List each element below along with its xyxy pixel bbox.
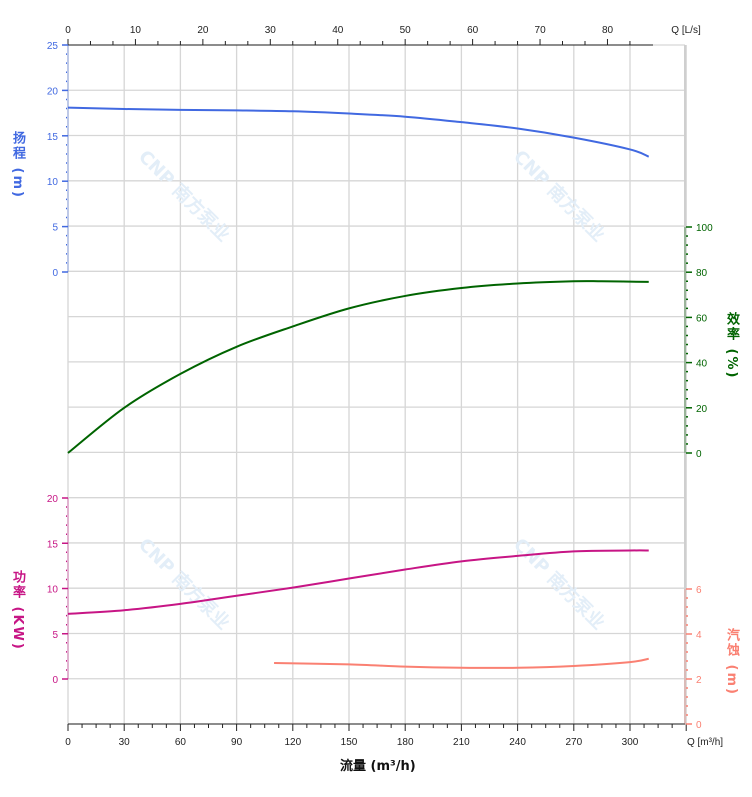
head-tick-label: 20	[47, 86, 59, 97]
x-top-tick-label: 0	[65, 25, 71, 36]
power-tick-label: 15	[47, 539, 59, 550]
npsh-curve	[274, 657, 649, 669]
watermark-logo: CNP 南方泵业	[134, 534, 234, 634]
x-tick-label: 30	[119, 737, 131, 748]
efficiency-tick-label: 80	[696, 268, 708, 279]
x-unit-label: Q [m³/h]	[687, 737, 723, 748]
x-tick-label: 120	[284, 737, 301, 748]
head-tick-label: 5	[52, 223, 58, 234]
npsh-tick-label: 4	[696, 630, 702, 641]
watermark-logo: CNP 南方泵业	[509, 146, 609, 246]
x-tick-label: 180	[397, 737, 414, 748]
watermark-logo: CNP 南方泵业	[134, 146, 234, 246]
npsh-tick-label: 2	[696, 675, 702, 686]
x-tick-label: 0	[65, 737, 71, 748]
power-curve	[67, 549, 649, 615]
x-tick-label: 210	[453, 737, 470, 748]
power-tick-label: 5	[52, 630, 58, 641]
efficiency-tick-label: 0	[696, 449, 702, 460]
x-top-tick-label: 20	[197, 25, 209, 36]
x-tick-label: 300	[622, 737, 639, 748]
efficiency-tick-label: 100	[696, 223, 713, 234]
x-tick-label: 90	[231, 737, 243, 748]
watermark-logo: CNP 南方泵业	[509, 534, 609, 634]
x-axis-label: 流量 (m³/h)	[340, 759, 416, 774]
head-tick-label: 0	[52, 268, 58, 279]
x-tick-label: 270	[565, 737, 582, 748]
head-tick-label: 25	[47, 41, 59, 52]
x-top-tick-label: 10	[130, 25, 142, 36]
x-top-tick-label: 80	[602, 25, 614, 36]
efficiency-tick-label: 60	[696, 313, 708, 324]
efficiency-tick-label: 40	[696, 359, 708, 370]
x-tick-label: 60	[175, 737, 187, 748]
npsh-tick-label: 0	[696, 720, 702, 731]
efficiency-axis-label: 效率 (%)	[724, 312, 739, 380]
npsh-axis-label: 汽蚀 (m)	[724, 628, 739, 696]
efficiency-tick-label: 20	[696, 404, 708, 415]
head-tick-label: 15	[47, 132, 59, 143]
x-tick-label: 150	[341, 737, 358, 748]
power-axis-label: 功率 (KW)	[10, 570, 25, 651]
power-tick-label: 10	[47, 585, 59, 596]
x-top-tick-label: 60	[467, 25, 479, 36]
x-top-unit-label: Q [L/s]	[671, 25, 701, 36]
efficiency-curve	[67, 280, 649, 454]
x-top-tick-label: 50	[400, 25, 412, 36]
power-tick-label: 20	[47, 494, 59, 505]
x-top-tick-label: 30	[265, 25, 277, 36]
head-tick-label: 10	[47, 177, 59, 188]
head-axis-label: 扬程 (m)	[10, 131, 25, 199]
x-top-tick-label: 40	[332, 25, 344, 36]
x-tick-label: 240	[509, 737, 526, 748]
head-curve	[67, 106, 650, 158]
x-top-tick-label: 70	[535, 25, 547, 36]
npsh-tick-label: 6	[696, 585, 702, 596]
power-tick-label: 0	[52, 675, 58, 686]
